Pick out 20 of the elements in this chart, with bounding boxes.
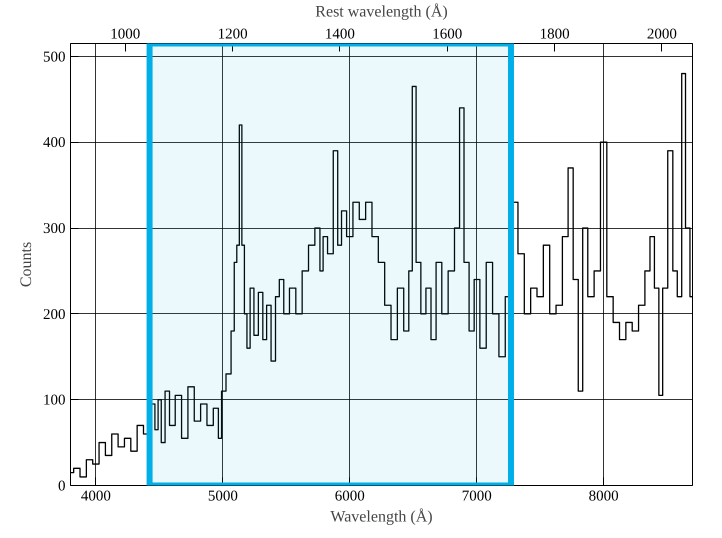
y-tick-label: 100	[43, 392, 66, 409]
x2-tick-label: 1000	[110, 26, 140, 42]
x-tick-label: 8000	[588, 488, 619, 504]
x2-tick-label: 1800	[540, 26, 570, 42]
y-axis-title: Counts	[18, 242, 35, 288]
x-tick-label: 4000	[80, 488, 111, 504]
y-tick-label: 500	[43, 49, 66, 66]
x2-tick-label: 2000	[646, 26, 677, 42]
x-axis-title: Wavelength (Å)	[330, 508, 433, 526]
y-tick-label: 400	[43, 135, 66, 152]
x2-tick-label: 1200	[218, 26, 248, 42]
x2-axis-title: Rest wavelength (Å)	[315, 2, 448, 20]
x2-tick-label: 1600	[432, 26, 462, 42]
x2-tick-label: 1400	[324, 26, 355, 42]
x-tick-label: 7000	[462, 488, 492, 504]
y-tick-label: 300	[43, 221, 66, 238]
y-tick-label: 200	[43, 306, 66, 323]
x-tick-label: 5000	[208, 488, 238, 504]
y-tick-label: 0	[58, 478, 66, 494]
x-tick-label: 6000	[334, 488, 365, 504]
